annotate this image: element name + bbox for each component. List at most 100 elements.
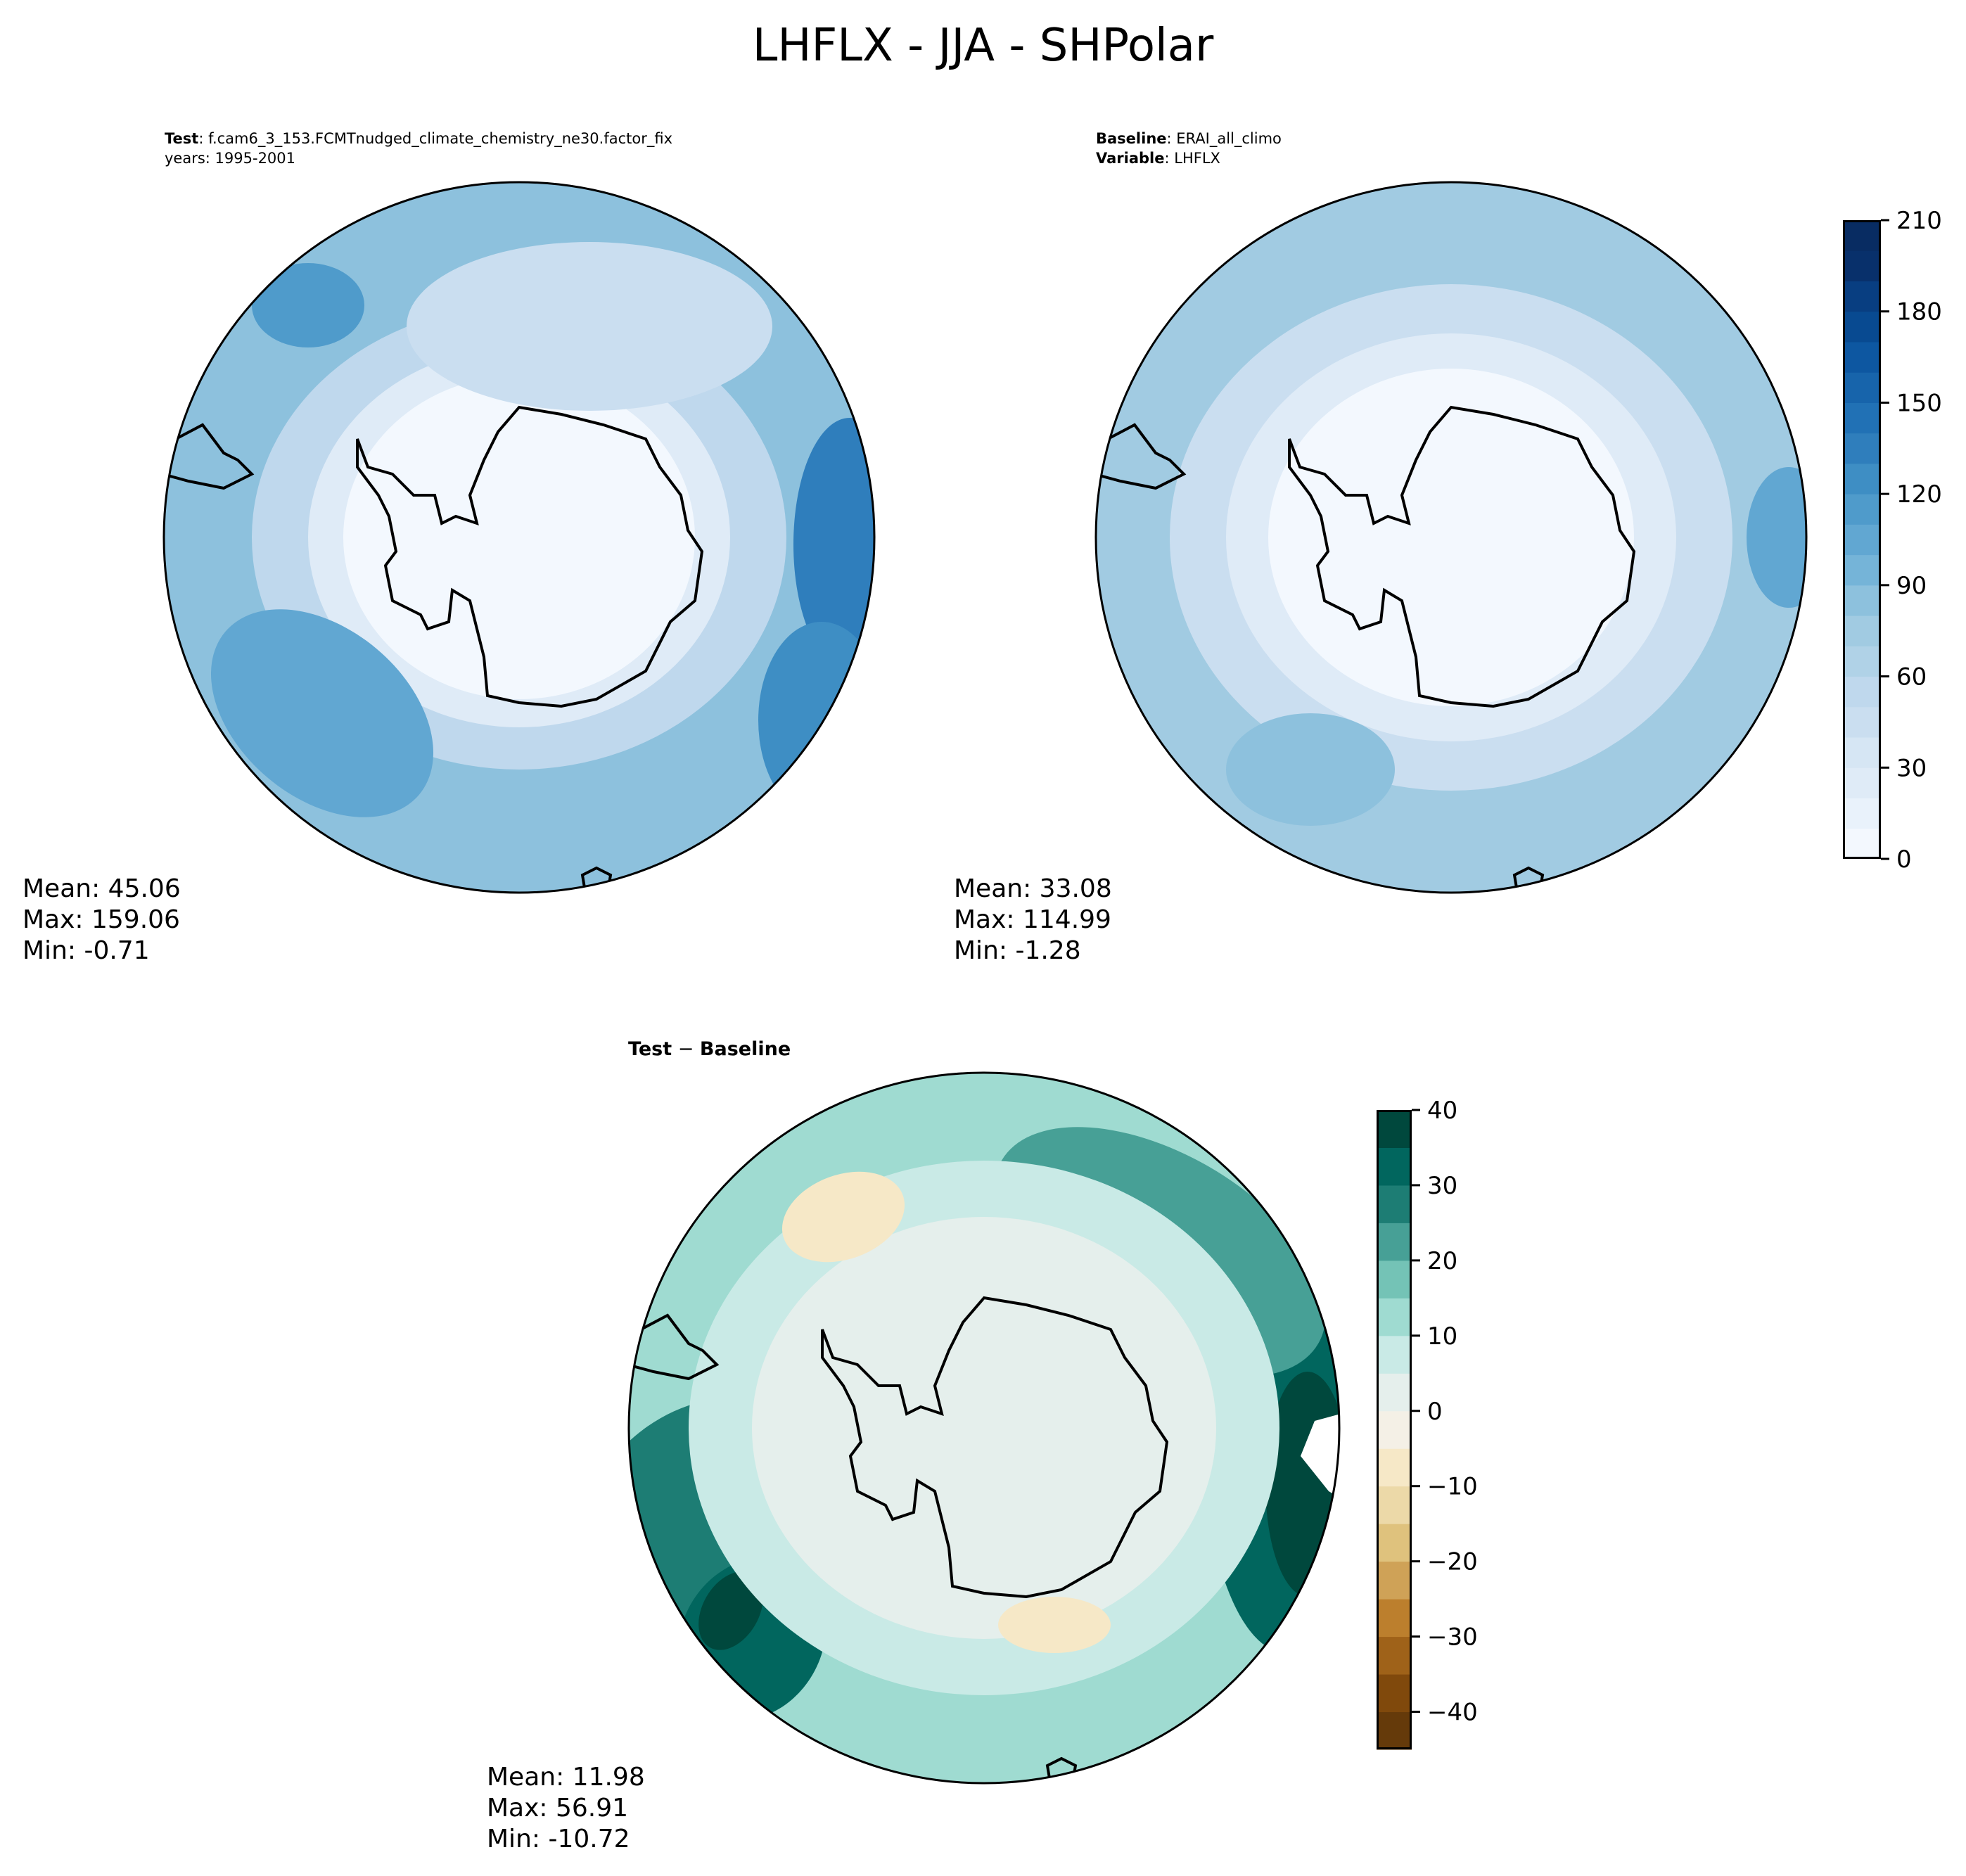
colorbar-segment [1377, 1298, 1412, 1336]
colorbar-tick-label: 20 [1427, 1247, 1457, 1275]
colorbar-tick-label: 60 [1896, 663, 1927, 691]
contour-region [758, 622, 874, 819]
colorbar-tick-label: −20 [1427, 1548, 1478, 1576]
colorbar-segment [1377, 1599, 1412, 1638]
colorbar-tick-label: 30 [1896, 754, 1927, 782]
contour-region [211, 609, 433, 817]
colorbar-segment [1843, 828, 1881, 860]
contour-region [698, 1571, 763, 1650]
colorbar-segment [1843, 737, 1881, 768]
colorbar-segment [1843, 341, 1881, 373]
antarctica-coastline [1288, 405, 1636, 708]
colorbar-frame [1843, 220, 1881, 859]
colorbar-segment [1377, 1486, 1412, 1524]
antarctica-coastline [356, 405, 704, 708]
contour-region [781, 1171, 905, 1263]
map-boundary [627, 1071, 1341, 1785]
colorbar-segment [1843, 767, 1881, 799]
contour-region [752, 1217, 1216, 1639]
colorbar-segment [1377, 1674, 1412, 1713]
diff-label-baseline: Baseline [699, 1038, 791, 1060]
colorbar-segment [1377, 1185, 1412, 1223]
contour-region [1268, 369, 1634, 706]
baseline-map [1094, 181, 1808, 894]
colorbar-segment [1843, 250, 1881, 281]
diff-panel-header: Test − Baseline [628, 1038, 791, 1060]
colorbar-tick-label: −30 [1427, 1623, 1478, 1652]
diff-map [627, 1071, 1341, 1785]
colorbar-frame [1377, 1110, 1412, 1749]
diff-max: Max: 56.91 [487, 1794, 629, 1823]
colorbar-tick-label: 180 [1896, 298, 1942, 326]
colorbar-segment [1377, 1636, 1412, 1675]
colorbar-segment [1377, 1373, 1412, 1412]
south-america-coastline [164, 423, 255, 490]
test-panel-header: Test: f.cam6_3_153.FCMTnudged_climate_ch… [165, 130, 673, 167]
colorbar-segment [1843, 706, 1881, 738]
missing-data-region [1301, 1414, 1339, 1498]
antarctica-coastline [821, 1296, 1169, 1599]
test-mean: Mean: 45.06 [23, 874, 181, 903]
colorbar-segment [1843, 220, 1881, 251]
test-min: Min: -0.71 [23, 936, 150, 965]
south-america-coastline [629, 1313, 720, 1381]
colorbar-segment [1377, 1260, 1412, 1298]
baseline-panel-header: Baseline: ERAI_all_climo Variable: LHFLX [1096, 130, 1282, 167]
colorbar-segment [1843, 463, 1881, 494]
colorbar-segment [1377, 1711, 1412, 1750]
test-max: Max: 159.06 [23, 905, 180, 934]
contour-region [998, 1597, 1111, 1653]
colorbar-tick-label: 10 [1427, 1322, 1457, 1351]
variable-label: Variable [1096, 150, 1165, 167]
colorbar-segment [1843, 646, 1881, 677]
colorbar-segment [1843, 372, 1881, 403]
colorbar-blues: 0 30 60 90 120 150 180 210 [1843, 207, 1942, 874]
colorbar-segment [1377, 1223, 1412, 1261]
diff-min: Min: -10.72 [487, 1825, 630, 1853]
colorbar-tick-label: 150 [1896, 389, 1942, 417]
baseline-stats: Mean: 33.08 Max: 114.99 Min: -1.28 [954, 874, 1112, 966]
diff-label-sep: − [672, 1038, 700, 1060]
colorbar-tick-label: 40 [1427, 1097, 1457, 1125]
colorbar-segment [1843, 494, 1881, 525]
map-boundary [162, 181, 876, 894]
baseline-case-name: ERAI_all_climo [1176, 130, 1282, 147]
baseline-max: Max: 114.99 [954, 905, 1111, 934]
test-label: Test [165, 130, 199, 147]
colorbar-tick-label: 210 [1896, 207, 1942, 235]
colorbar-segment [1377, 1147, 1412, 1186]
diff-stats: Mean: 11.98 Max: 56.91 Min: -10.72 [487, 1762, 645, 1855]
test-case-name: f.cam6_3_153.FCMTnudged_climate_chemistr… [208, 130, 673, 147]
colorbar-brbg: −40 −30 −20 −10 0 10 20 30 40 [1377, 1097, 1478, 1750]
colorbar-segment [1377, 1410, 1412, 1449]
baseline-label: Baseline [1096, 130, 1167, 147]
colorbar-segment [1377, 1448, 1412, 1487]
colorbar-segment [1843, 554, 1881, 586]
colorbar-tick-label: −40 [1427, 1699, 1478, 1727]
colorbar-segment [1377, 1561, 1412, 1600]
variable-name: LHFLX [1174, 150, 1220, 167]
colorbar-segment [1843, 433, 1881, 464]
colorbar-tick-label: 30 [1427, 1172, 1457, 1200]
colorbar-segment [1843, 585, 1881, 616]
colorbar-segment [1843, 615, 1881, 646]
colorbar-segment [1377, 1335, 1412, 1374]
contour-region [407, 242, 772, 411]
baseline-min: Min: -1.28 [954, 936, 1081, 965]
colorbar-segment [1843, 311, 1881, 343]
contour-region [793, 418, 874, 671]
south-america-coastline [1096, 423, 1187, 490]
diff-mean: Mean: 11.98 [487, 1763, 645, 1792]
contour-region [1226, 713, 1395, 826]
colorbar-segment [1843, 676, 1881, 708]
colorbar-segment [1843, 402, 1881, 434]
contour-region [343, 376, 695, 699]
colorbar-segment [1377, 1110, 1412, 1148]
colorbar-segment [1843, 281, 1881, 312]
test-map [162, 181, 876, 894]
colorbar-tick-label: 0 [1427, 1398, 1443, 1426]
contour-region [252, 263, 364, 347]
test-stats: Mean: 45.06 Max: 159.06 Min: -0.71 [23, 874, 181, 966]
test-years: years: 1995-2001 [165, 150, 296, 167]
colorbar-tick-label: 90 [1896, 572, 1927, 600]
